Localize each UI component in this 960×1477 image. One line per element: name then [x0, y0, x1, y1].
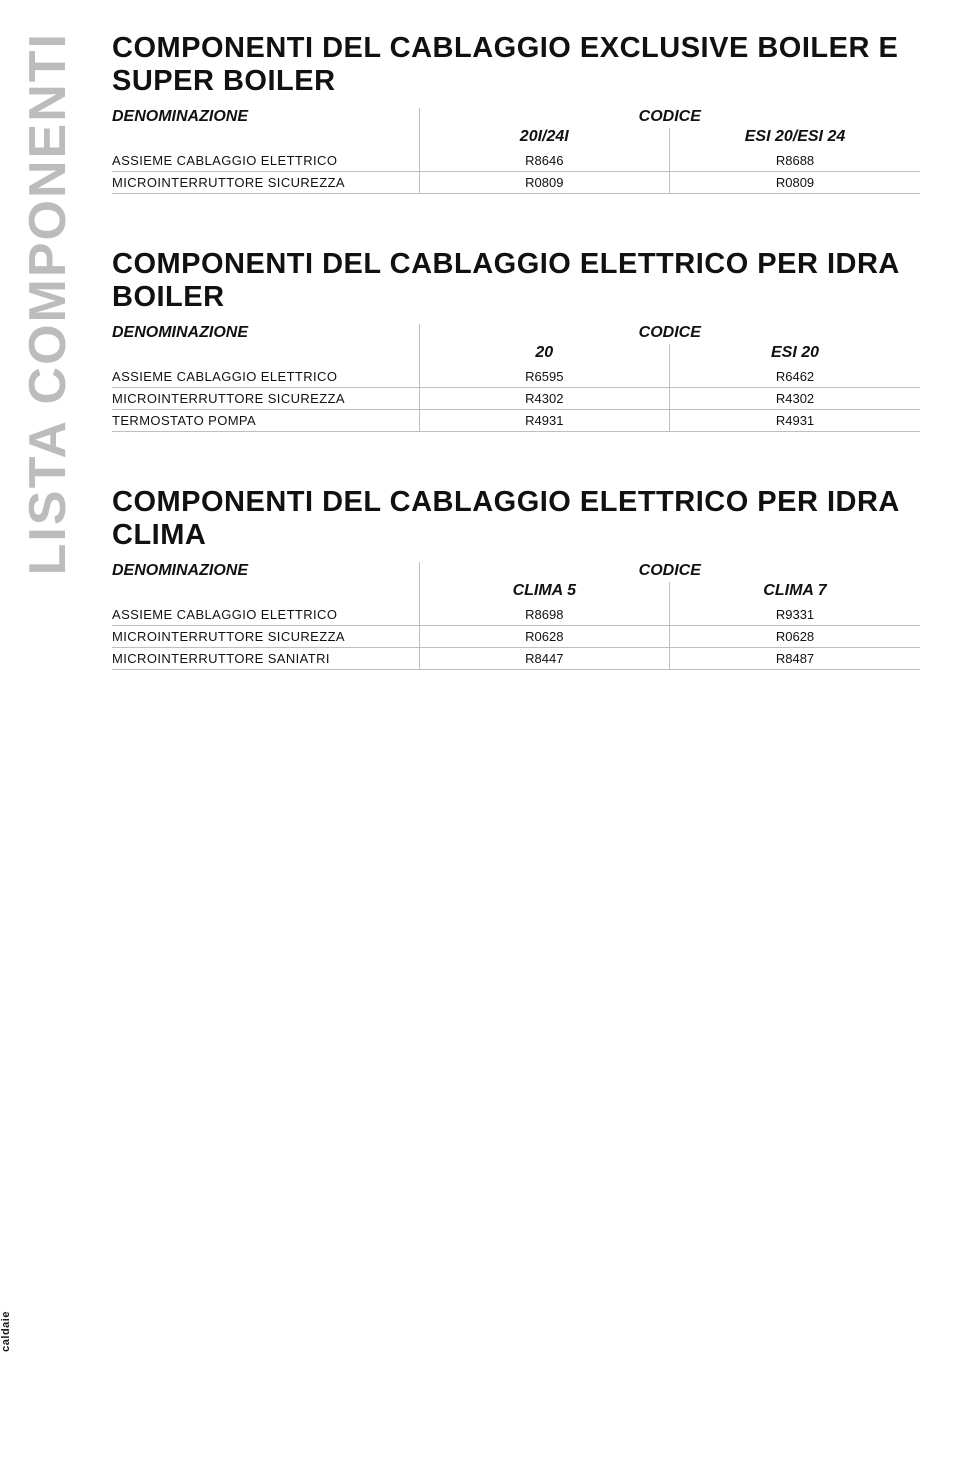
row-value: R0809: [670, 172, 921, 194]
subheader-col1: 20I/24I: [419, 128, 669, 150]
row-label: ASSIEME CABLAGGIO ELETTRICO: [112, 366, 419, 388]
table-row: ASSIEME CABLAGGIO ELETTRICO R8698 R9331: [112, 604, 920, 626]
header-codice: CODICE: [419, 562, 920, 582]
table-subheader-row: CLIMA 5 CLIMA 7: [112, 582, 920, 604]
component-table: DENOMINAZIONE CODICE 20I/24I ESI 20/ESI …: [112, 108, 920, 194]
header-denominazione: DENOMINAZIONE: [112, 324, 419, 344]
row-value: R9331: [670, 604, 921, 626]
brand-logo: Beretta caldaie: [0, 1311, 12, 1449]
row-value: R8646: [419, 150, 669, 172]
table-row: MICROINTERRUTTORE SICUREZZA R0809 R0809: [112, 172, 920, 194]
subheader-blank: [112, 344, 419, 366]
row-value: R0809: [419, 172, 669, 194]
row-value: R0628: [670, 626, 921, 648]
table-subheader-row: 20I/24I ESI 20/ESI 24: [112, 128, 920, 150]
table-header-row: DENOMINAZIONE CODICE: [112, 108, 920, 128]
table-row: TERMOSTATO POMPA R4931 R4931: [112, 410, 920, 432]
row-label: ASSIEME CABLAGGIO ELETTRICO: [112, 150, 419, 172]
header-codice: CODICE: [419, 108, 920, 128]
section-title: COMPONENTI DEL CABLAGGIO EXCLUSIVE BOILE…: [112, 32, 920, 98]
row-value: R4931: [419, 410, 669, 432]
section-idra-boiler: COMPONENTI DEL CABLAGGIO ELETTRICO PER I…: [112, 248, 920, 432]
subheader-blank: [112, 582, 419, 604]
subheader-col1: CLIMA 5: [419, 582, 669, 604]
component-table: DENOMINAZIONE CODICE 20 ESI 20 ASSIEME C…: [112, 324, 920, 432]
subheader-col2: ESI 20/ESI 24: [670, 128, 921, 150]
table-header-row: DENOMINAZIONE CODICE: [112, 562, 920, 582]
row-value: R4302: [419, 388, 669, 410]
table-row: MICROINTERRUTTORE SANIATRI R8447 R8487: [112, 648, 920, 670]
subheader-col2: CLIMA 7: [670, 582, 921, 604]
header-codice: CODICE: [419, 324, 920, 344]
table-row: ASSIEME CABLAGGIO ELETTRICO R6595 R6462: [112, 366, 920, 388]
row-value: R4931: [670, 410, 921, 432]
row-label: MICROINTERRUTTORE SICUREZZA: [112, 172, 419, 194]
section-exclusive-boiler: COMPONENTI DEL CABLAGGIO EXCLUSIVE BOILE…: [112, 32, 920, 194]
table-header-row: DENOMINAZIONE CODICE: [112, 324, 920, 344]
section-title: COMPONENTI DEL CABLAGGIO ELETTRICO PER I…: [112, 486, 920, 552]
row-label: ASSIEME CABLAGGIO ELETTRICO: [112, 604, 419, 626]
brand-chevrons-icon: [0, 1415, 2, 1449]
row-label: MICROINTERRUTTORE SANIATRI: [112, 648, 419, 670]
section-idra-clima: COMPONENTI DEL CABLAGGIO ELETTRICO PER I…: [112, 486, 920, 670]
subheader-blank: [112, 128, 419, 150]
header-denominazione: DENOMINAZIONE: [112, 108, 419, 128]
table-row: ASSIEME CABLAGGIO ELETTRICO R8646 R8688: [112, 150, 920, 172]
table-row: MICROINTERRUTTORE SICUREZZA R0628 R0628: [112, 626, 920, 648]
table-row: MICROINTERRUTTORE SICUREZZA R4302 R4302: [112, 388, 920, 410]
header-denominazione: DENOMINAZIONE: [112, 562, 419, 582]
sidebar-title: LISTA COMPONENTI: [18, 32, 78, 575]
row-label: MICROINTERRUTTORE SICUREZZA: [112, 388, 419, 410]
row-value: R8698: [419, 604, 669, 626]
row-label: TERMOSTATO POMPA: [112, 410, 419, 432]
row-label: MICROINTERRUTTORE SICUREZZA: [112, 626, 419, 648]
row-value: R4302: [670, 388, 921, 410]
component-table: DENOMINAZIONE CODICE CLIMA 5 CLIMA 7 ASS…: [112, 562, 920, 670]
page: LISTA COMPONENTI COMPONENTI DEL CABLAGGI…: [0, 0, 960, 1477]
row-value: R6595: [419, 366, 669, 388]
subheader-col1: 20: [419, 344, 669, 366]
row-value: R8688: [670, 150, 921, 172]
content-area: COMPONENTI DEL CABLAGGIO EXCLUSIVE BOILE…: [112, 32, 920, 724]
subheader-col2: ESI 20: [670, 344, 921, 366]
row-value: R0628: [419, 626, 669, 648]
section-title: COMPONENTI DEL CABLAGGIO ELETTRICO PER I…: [112, 248, 920, 314]
table-subheader-row: 20 ESI 20: [112, 344, 920, 366]
row-value: R6462: [670, 366, 921, 388]
row-value: R8487: [670, 648, 921, 670]
row-value: R8447: [419, 648, 669, 670]
